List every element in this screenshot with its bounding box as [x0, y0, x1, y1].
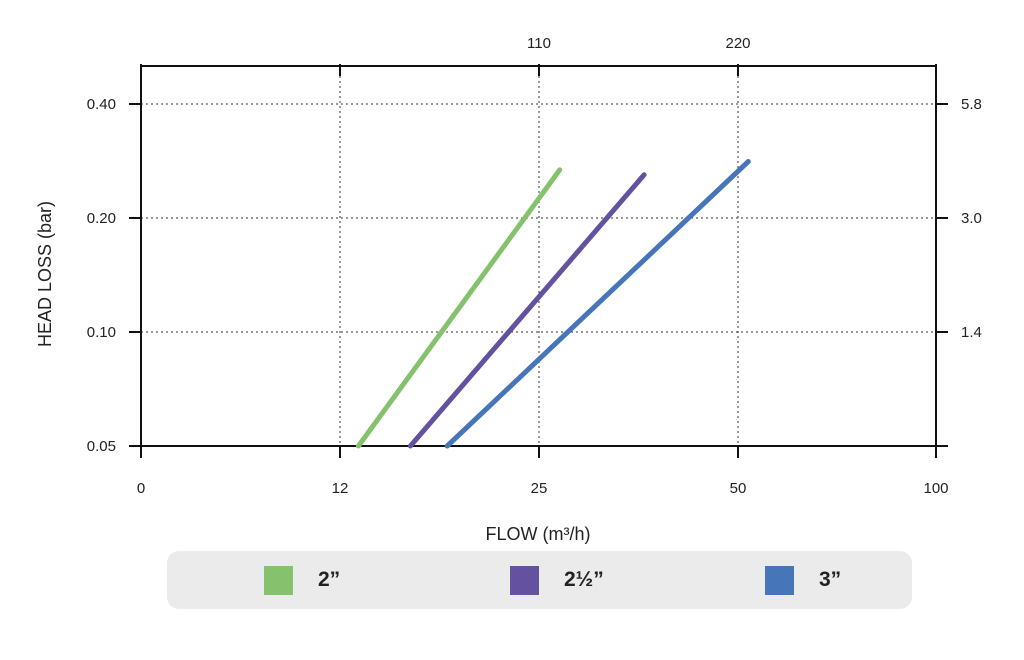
chart: 0 12 25 50 100 0.40 0.20 0.10 0.05 110 220 5.8 3.0 1.…	[35, 35, 982, 544]
x-axis-title: FLOW (m³/h)	[486, 524, 591, 544]
legend: 2” 2½” 3”	[167, 551, 912, 609]
series-line-0	[355, 167, 563, 449]
legend-item-2-5in: 2½”	[510, 551, 604, 609]
x-tick-label: 100	[923, 480, 948, 497]
legend-swatch-2-5in	[510, 565, 539, 595]
tick-labels: 0 12 25 50 100 0.40 0.20 0.10 0.05 110 220 5.8 3.0 1.…	[87, 35, 982, 497]
grid	[141, 66, 936, 446]
y-tick-label: 0.05	[87, 438, 116, 455]
y-tick-label: 0.20	[87, 210, 116, 227]
right-tick-label: 5.8	[961, 96, 982, 113]
right-tick-label: 1.4	[961, 324, 982, 341]
top-tick-label: 110	[527, 35, 551, 52]
right-tick-label: 3.0	[961, 210, 982, 227]
axes	[129, 64, 948, 458]
legend-swatch-3in	[765, 565, 794, 595]
series-line-1	[407, 172, 647, 449]
legend-item-2in: 2”	[264, 551, 340, 609]
x-tick-label: 50	[730, 480, 747, 497]
legend-item-3in: 3”	[765, 551, 841, 609]
x-tick-label: 25	[531, 480, 548, 497]
series-line-2	[444, 159, 751, 449]
x-tick-label: 12	[332, 480, 349, 497]
legend-swatch-2in	[264, 565, 293, 595]
legend-label-2in: 2”	[318, 568, 341, 591]
y-tick-label: 0.40	[87, 96, 116, 113]
series-lines	[355, 159, 751, 449]
legend-label-3in: 3”	[819, 568, 842, 591]
top-tick-label: 220	[725, 35, 750, 52]
legend-label-2-5in: 2½”	[564, 568, 604, 591]
x-tick-label: 0	[137, 480, 145, 497]
y-tick-label: 0.10	[87, 324, 116, 341]
y-axis-title: HEAD LOSS (bar)	[35, 201, 55, 347]
